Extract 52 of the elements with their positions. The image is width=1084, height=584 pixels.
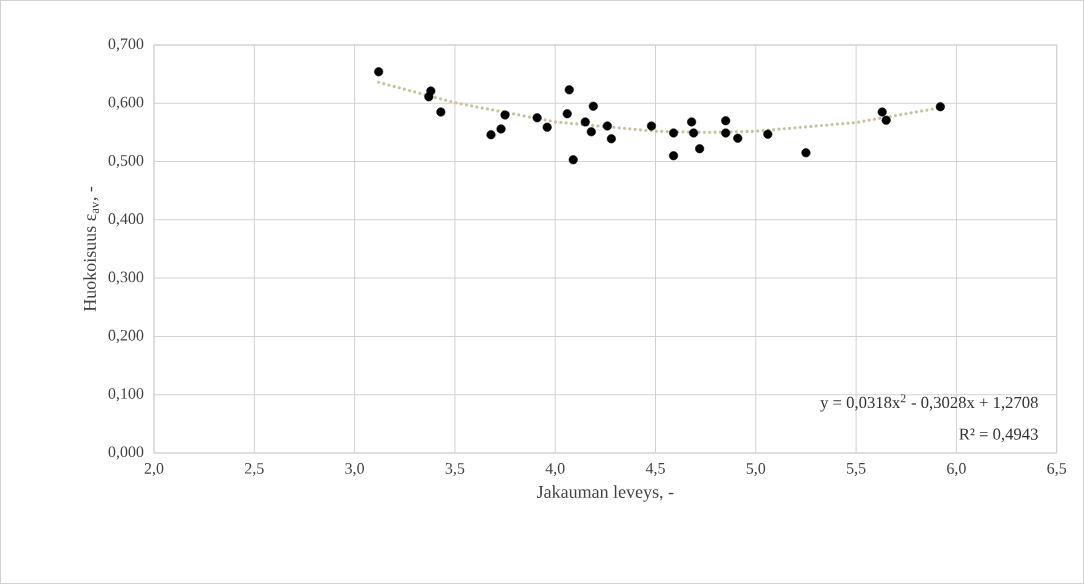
point [562, 109, 572, 119]
y-tick-label: 0,700 [108, 38, 144, 52]
x-tick-label: 4,0 [545, 463, 565, 477]
annotation: R² = 0,4943 [959, 428, 1038, 443]
point [877, 107, 887, 117]
point [424, 92, 434, 102]
point [496, 124, 506, 134]
point [374, 67, 384, 77]
point [532, 113, 542, 123]
point [568, 155, 578, 165]
point [669, 128, 679, 138]
y-tick-label: 0,100 [108, 388, 144, 402]
y-axis-title: Huokoisuus ε$_{av}$, - [83, 186, 99, 312]
x-axis-title: Jakauman leveys, - [536, 485, 674, 502]
y-tick-label: 0,400 [108, 213, 144, 227]
point [687, 117, 697, 127]
annotation: y = 0,0318x$^{2}$ - 0,3028x + 1,2708 [820, 394, 1038, 412]
point [721, 116, 731, 126]
point [935, 102, 945, 112]
point [588, 101, 598, 111]
point [500, 110, 510, 120]
point [486, 130, 496, 140]
y-tick-label: 0,000 [108, 446, 144, 460]
y-tick-label: 0,200 [108, 329, 144, 343]
x-tick-label: 3,5 [445, 463, 465, 477]
point [801, 148, 811, 158]
x-tick-label: 5,0 [746, 463, 766, 477]
y-tick-label: 0,300 [108, 271, 144, 285]
point [669, 151, 679, 161]
x-tick-label: 6,5 [1047, 463, 1067, 477]
point [881, 115, 891, 125]
point [695, 144, 705, 154]
point [689, 128, 699, 138]
x-tick-label: 5,5 [847, 463, 866, 476]
y-tick-label: 0,500 [108, 155, 144, 169]
point [763, 129, 773, 139]
x-tick-label: 2,0 [144, 463, 164, 477]
point [733, 133, 743, 143]
x-tick-label: 3,0 [345, 463, 364, 477]
point [436, 107, 446, 117]
point [602, 121, 612, 131]
x-tick-label: 2,5 [245, 463, 264, 477]
point [586, 127, 596, 137]
point [542, 122, 552, 132]
x-tick-label: 6,0 [947, 463, 966, 477]
point [646, 121, 657, 131]
y-tick-label: 0,600 [108, 96, 144, 110]
x-tick-label: 4,5 [645, 463, 665, 477]
point [606, 134, 616, 144]
point [580, 117, 590, 127]
point [564, 85, 574, 95]
point [721, 128, 731, 138]
